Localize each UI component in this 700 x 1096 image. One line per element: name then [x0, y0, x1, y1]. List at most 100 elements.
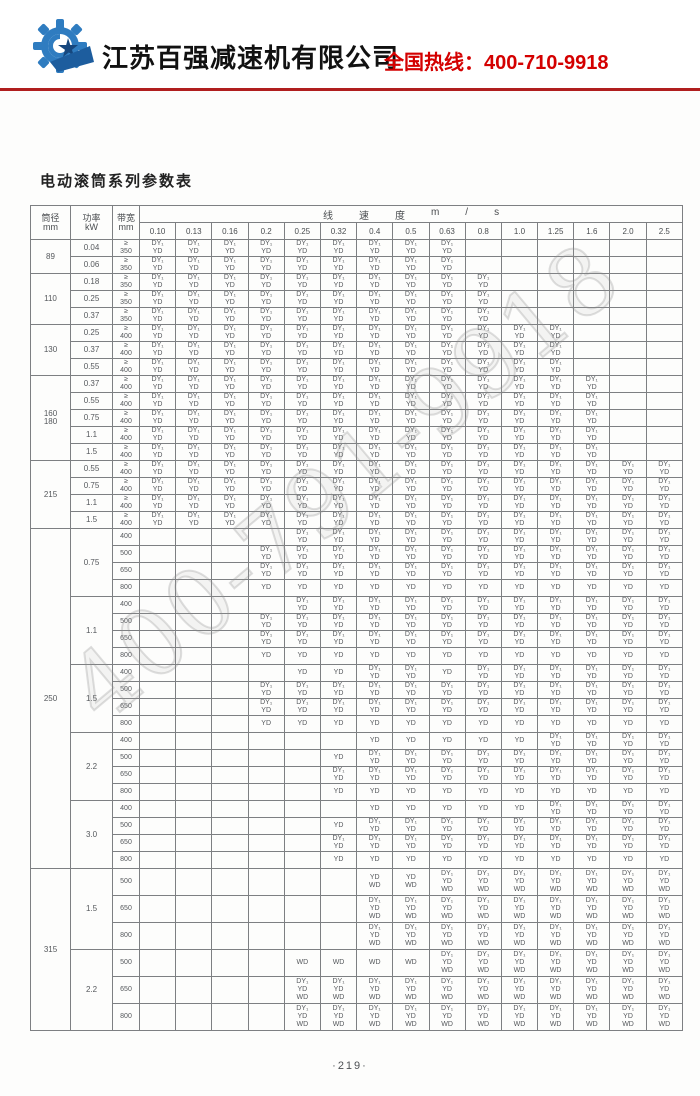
speed-header-value: 0.8: [464, 222, 502, 240]
speed-cell: DY₁ YD WD: [609, 1003, 647, 1031]
belt-width-cell: ≥400: [112, 375, 140, 393]
speed-cell: WD: [319, 949, 358, 977]
speed-cell: DY₁ YD: [609, 460, 647, 478]
speed-cell: DY₁ YD: [356, 443, 394, 461]
speed-cell: DY₁ YD: [356, 358, 394, 376]
speed-header-value: 0.13: [175, 222, 213, 240]
speed-cell: DY₁ YD: [211, 460, 249, 478]
speed-cell: [175, 681, 213, 699]
table-row: 1.5 ≥400 DY₁ YD DY₁ YD DY₁ YD DY₁ YD DY₁ YD DY₁ YD DY₁…: [31, 443, 684, 461]
speed-cell: DY₁ YD: [537, 681, 575, 699]
speed-cell: DY₁ YD: [356, 239, 394, 257]
speed-cell: [175, 528, 213, 546]
speed-cell: DY₁ YD: [464, 460, 502, 478]
speed-cell: [211, 613, 249, 631]
speed-cell: [500, 290, 539, 308]
speed-cell: DY₁ YD: [537, 664, 575, 682]
speed-cell: DY₁ YD: [392, 528, 430, 546]
speed-cell: [609, 324, 647, 342]
speed-cell: DY₁ YD: [609, 749, 647, 767]
speed-cell: YD: [319, 851, 358, 869]
speed-cell: YD: [537, 715, 575, 733]
speed-cell: DY₁ YD: [537, 766, 575, 784]
speed-cell: [211, 732, 249, 750]
speed-cell: DY₁ YD WD: [537, 1003, 575, 1031]
speed-cell: WD: [392, 949, 430, 977]
speed-cell: DY₁ YD WD: [537, 976, 575, 1004]
speed-cell: DY₁ YD: [645, 460, 684, 478]
table-row: 800 YD YD YD YD YD YD YD YD YD YD YD YD: [31, 579, 684, 597]
speed-cell: DY₁ YD: [464, 477, 502, 495]
speed-cell: [175, 715, 213, 733]
speed-cell: [283, 766, 321, 784]
speed-cell: [138, 664, 177, 682]
table-row: 2.2 400 YD YD YD YD YD DY₁ YD DY₁ YD DY₁ YD DY₁ YD: [31, 732, 684, 801]
speed-cell: DY₁ YD: [428, 341, 466, 359]
speed-cell: DY₁ YD: [500, 562, 539, 580]
speed-cell: DY₁ YD: [319, 409, 358, 427]
power-cell: 0.75: [70, 528, 113, 597]
speed-cell: DY₁ YD: [428, 545, 466, 563]
speed-cell: DY₁ YD: [392, 409, 430, 427]
speed-cell: [211, 664, 249, 682]
speed-cell: YD: [319, 783, 358, 801]
table-row: 1.1 ≥400 DY₁ YD DY₁ YD DY₁ YD DY₁ YD DY₁ YD DY₁ YD DY₁…: [31, 494, 684, 512]
belt-width-cell: ≥400: [112, 426, 140, 444]
speed-cell: [500, 273, 539, 291]
speed-cell: DY₁ YD: [392, 273, 430, 291]
speed-cell: [138, 868, 177, 896]
speed-cell: DY₁ YD: [464, 664, 502, 682]
power-cell: 1.5: [70, 868, 113, 950]
speed-cell: [283, 834, 321, 852]
speed-cell: DY₁ YD: [247, 630, 285, 648]
speed-cell: [645, 392, 684, 410]
speed-cell: DY₁ YD: [464, 307, 502, 325]
speed-cell: DY₁ YD: [247, 681, 285, 699]
speed-cell: [138, 630, 177, 648]
speed-cell: DY₁ YD: [573, 477, 611, 495]
speed-header-value: 1.0: [500, 222, 539, 240]
table-row: 0.75 ≥400 DY₁ YD DY₁ YD DY₁ YD DY₁ YD DY₁ YD DY₁ YD DY…: [31, 409, 684, 427]
speed-cell: DY₁ YD: [247, 409, 285, 427]
speed-cell: DY₁ YD: [283, 528, 321, 546]
hotline-number: 全国热线：400-710-9918: [384, 52, 609, 74]
speed-cell: [645, 375, 684, 393]
speed-cell: DY₁ YD: [609, 596, 647, 614]
speed-cell: DY₁ YD WD: [645, 922, 684, 950]
speed-cell: DY₁ YD: [175, 494, 213, 512]
belt-width-cell: ≥400: [112, 324, 140, 342]
speed-cell: DY₁ YD: [573, 800, 611, 818]
speed-cell: [138, 715, 177, 733]
speed-cell: [645, 341, 684, 359]
speed-cell: DY₁ YD: [247, 562, 285, 580]
speed-cell: [211, 766, 249, 784]
table-row: 1.1 ≥400 DY₁ YD DY₁ YD DY₁ YD DY₁ YD DY₁ YD DY₁ YD DY₁…: [31, 426, 684, 444]
speed-cell: DY₁ YD: [464, 273, 502, 291]
speed-cell: DY₁ YD: [283, 681, 321, 699]
speed-cell: DY₁ YD: [537, 392, 575, 410]
speed-cell: DY₁ YD: [175, 273, 213, 291]
speed-cell: YD: [609, 647, 647, 665]
speed-cell: YD: [356, 732, 394, 750]
speed-cell: DY₁ YD: [283, 392, 321, 410]
table-row: 0.55 ≥400 DY₁ YD DY₁ YD DY₁ YD DY₁ YD DY₁ YD DY₁ YD DY…: [31, 358, 684, 376]
speed-cell: DY₁ YD: [319, 358, 358, 376]
speed-cell: DY₁ YD: [500, 630, 539, 648]
table-row: 800 YD YD YD YD YD YD YD YD YD YD YD YD: [31, 715, 684, 733]
table-row: 800 DY₁ YD WD DY₁ YD WD DY₁ YD WD DY₁ YD WD DY₁ YD WD DY…: [31, 922, 684, 950]
speed-cell: [283, 922, 321, 950]
speed-cell: DY₁ YD: [283, 596, 321, 614]
speed-cell: DY₁ YD: [211, 256, 249, 274]
belt-width-cell: ≥400: [112, 443, 140, 461]
speed-cell: YD: [428, 647, 466, 665]
speed-cell: YD: [500, 783, 539, 801]
speed-cell: [138, 613, 177, 631]
speed-cell: DY₁ YD: [319, 290, 358, 308]
speed-cell: [247, 528, 285, 546]
speed-cell: DY₁ YD: [319, 375, 358, 393]
speed-cell: DY₁ YD WD: [428, 976, 466, 1004]
table-row: 0.37 ≥350 DY₁ YD DY₁ YD DY₁ YD DY₁ YD DY₁ YD DY₁ YD DY…: [31, 307, 684, 325]
page-number: ·219·: [332, 1060, 368, 1072]
table-row: 650 DY₁ YD DY₁ YD DY₁ YD DY₁ YD DY₁ YD DY₁ YD DY₁ YD DY…: [31, 698, 684, 716]
speed-cell: [211, 630, 249, 648]
